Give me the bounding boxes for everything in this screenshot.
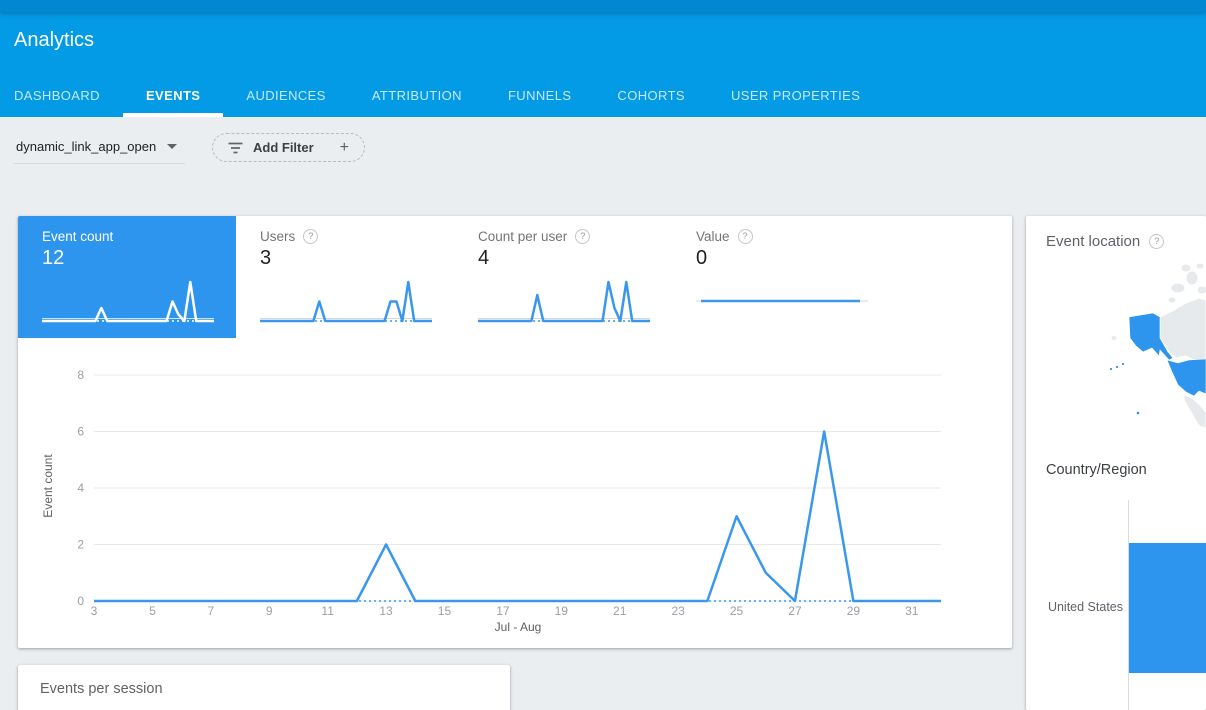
north-america-map (1026, 260, 1206, 466)
svg-text:15: 15 (438, 604, 452, 618)
svg-text:7: 7 (207, 604, 214, 618)
event-count-sparkline (42, 277, 214, 329)
tile-value[interactable]: Value ? 0 (672, 216, 890, 338)
x-axis-label: Jul - Aug (458, 620, 578, 634)
tab-events[interactable]: EVENTS (123, 73, 223, 117)
svg-text:0: 0 (77, 594, 84, 608)
tile-users[interactable]: Users ? 3 (236, 216, 454, 338)
plus-icon: + (340, 140, 349, 156)
united-states-bar (1129, 543, 1206, 673)
tile-value: 3 (260, 247, 434, 270)
page-title: Analytics (14, 29, 94, 52)
us-region-highlight (1167, 359, 1206, 396)
metric-tiles-row: Event count 12 Users ? 3 Count per user … (18, 216, 1012, 338)
filter-icon (228, 142, 243, 154)
svg-text:9: 9 (266, 604, 273, 618)
tab-user-properties[interactable]: USER PROPERTIES (708, 73, 883, 117)
tile-label: Count per user (478, 229, 567, 244)
help-icon[interactable]: ? (575, 229, 590, 244)
svg-text:6: 6 (77, 425, 84, 439)
tile-label: Value (696, 229, 730, 244)
dropdown-caret-icon (167, 144, 177, 149)
svg-text:2: 2 (77, 538, 84, 552)
users-sparkline (260, 277, 432, 329)
help-icon[interactable]: ? (738, 229, 753, 244)
tile-label: Users (260, 229, 295, 244)
tab-dashboard[interactable]: DASHBOARD (14, 73, 123, 117)
tab-bar: DASHBOARD EVENTS AUDIENCES ATTRIBUTION F… (14, 73, 883, 117)
svg-text:19: 19 (555, 604, 569, 618)
analytics-page: Analytics DASHBOARD EVENTS AUDIENCES ATT… (0, 0, 1206, 710)
svg-text:13: 13 (379, 604, 393, 618)
events-per-session-title: Events per session (40, 681, 163, 697)
svg-text:31: 31 (905, 604, 919, 618)
svg-text:27: 27 (788, 604, 802, 618)
svg-text:5: 5 (149, 604, 156, 618)
svg-text:21: 21 (613, 604, 627, 618)
browser-top-strip (0, 0, 1206, 12)
filter-bar: dynamic_link_app_open Add Filter + (0, 117, 1206, 216)
tile-count-per-user[interactable]: Count per user ? 4 (454, 216, 672, 338)
location-card-title: Event location (1046, 233, 1140, 250)
add-filter-button[interactable]: Add Filter + (212, 133, 365, 162)
value-sparkline (696, 277, 868, 329)
svg-text:4: 4 (77, 481, 84, 495)
tile-value: 12 (42, 247, 216, 270)
events-per-session-card: Events per session (18, 665, 510, 710)
main-chart-svg: 0 2 4 6 8 3 5 7 9 11 13 15 17 19 21 23 25 27 29 31 (58, 365, 958, 623)
svg-text:3: 3 (91, 604, 98, 618)
tile-value: 0 (696, 247, 870, 270)
svg-text:25: 25 (730, 604, 744, 618)
event-selector-dropdown[interactable]: dynamic_link_app_open (14, 135, 185, 164)
svg-text:17: 17 (496, 604, 510, 618)
svg-text:11: 11 (321, 604, 334, 618)
tab-attribution[interactable]: ATTRIBUTION (349, 73, 485, 117)
country-region-heading: Country/Region (1046, 462, 1147, 478)
tab-funnels[interactable]: FUNNELS (485, 73, 594, 117)
svg-text:23: 23 (671, 604, 685, 618)
event-selector-value: dynamic_link_app_open (16, 139, 156, 154)
tile-label: Event count (42, 229, 113, 244)
event-metrics-card: Event count 12 Users ? 3 Count per user … (18, 216, 1012, 648)
app-bar: Analytics DASHBOARD EVENTS AUDIENCES ATT… (0, 12, 1206, 117)
event-location-card: Event location ? Country/Region (1026, 216, 1206, 710)
help-icon[interactable]: ? (1149, 234, 1164, 249)
tab-audiences[interactable]: AUDIENCES (223, 73, 348, 117)
tile-value: 4 (478, 247, 652, 270)
tile-event-count[interactable]: Event count 12 (18, 216, 236, 338)
svg-text:29: 29 (847, 604, 861, 618)
country-label: United States (1026, 600, 1123, 614)
tab-cohorts[interactable]: COHORTS (594, 73, 708, 117)
count-per-user-sparkline (478, 277, 650, 329)
mexico-region (1184, 394, 1206, 428)
svg-text:8: 8 (77, 368, 84, 382)
y-axis-label: Event count (41, 426, 55, 546)
add-filter-label: Add Filter (253, 140, 314, 155)
help-icon[interactable]: ? (303, 229, 318, 244)
